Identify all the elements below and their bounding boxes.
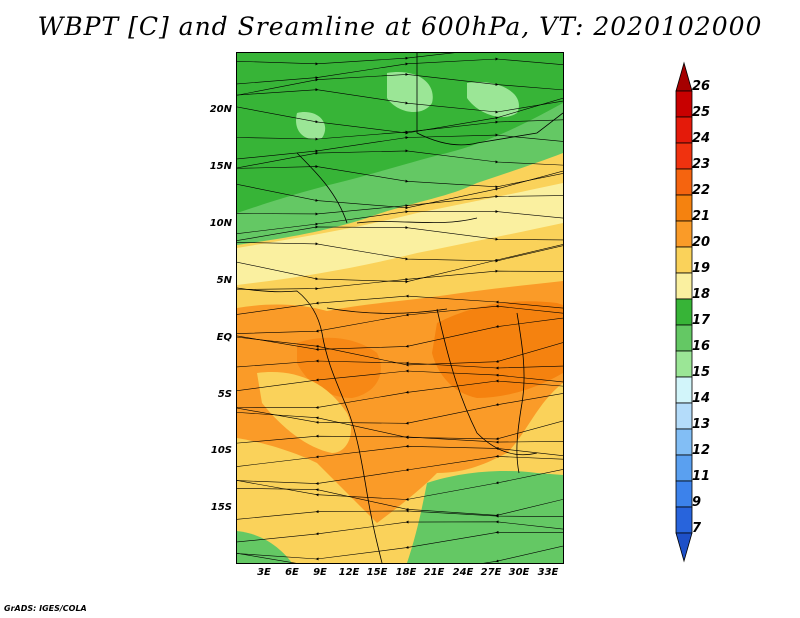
lon-tick-24e: 24E bbox=[452, 567, 474, 578]
colorbar-label-22: 22 bbox=[692, 183, 711, 198]
streamline bbox=[237, 72, 563, 96]
streamline bbox=[237, 379, 563, 409]
colorbar-swatch bbox=[675, 90, 693, 118]
colorbar-swatch bbox=[675, 298, 693, 326]
lon-tick-27e: 27E bbox=[480, 567, 502, 578]
colorbar-swatches bbox=[675, 61, 693, 563]
colorbar bbox=[675, 61, 693, 563]
lon-tick-6e: 6E bbox=[285, 567, 299, 578]
colorbar-swatch bbox=[675, 480, 693, 508]
colorbar-label-11: 11 bbox=[692, 469, 711, 484]
colorbar-swatch bbox=[675, 454, 693, 482]
lon-tick-33e: 33E bbox=[537, 567, 559, 578]
streamlines bbox=[237, 53, 563, 563]
lon-tick-21e: 21E bbox=[423, 567, 445, 578]
lat-tick-15s: 15S bbox=[210, 502, 232, 513]
colorbar-swatch bbox=[675, 506, 693, 534]
colorbar-label-14: 14 bbox=[692, 391, 711, 406]
grads-credit: GrADS: IGES/COLA bbox=[4, 604, 87, 613]
colorbar-swatch bbox=[675, 194, 693, 222]
lat-tick-10s: 10S bbox=[210, 445, 232, 456]
lat-tick-15n: 15N bbox=[209, 161, 232, 172]
map-panel bbox=[236, 52, 564, 564]
colorbar-label-17: 17 bbox=[692, 313, 711, 328]
colorbar-swatch bbox=[675, 402, 693, 430]
colorbar-bottom-arrow bbox=[675, 532, 693, 563]
colorbar-label-15: 15 bbox=[692, 365, 711, 380]
streamline bbox=[237, 444, 563, 467]
streamline bbox=[237, 454, 563, 486]
colorbar-swatch bbox=[675, 168, 693, 196]
lat-tick-eq: EQ bbox=[216, 332, 232, 343]
streamline bbox=[237, 369, 563, 391]
colorbar-label-24: 24 bbox=[692, 131, 711, 146]
streamline bbox=[237, 509, 563, 520]
colorbar-label-13: 13 bbox=[692, 417, 711, 432]
wbpt-band-17-south bbox=[407, 471, 563, 563]
colorbar-label-23: 23 bbox=[692, 157, 711, 172]
colorbar-label-7: 7 bbox=[692, 521, 702, 536]
colorbar-swatch bbox=[675, 376, 693, 404]
lat-tick-10n: 10N bbox=[209, 218, 232, 229]
streamline bbox=[237, 294, 563, 315]
streamline bbox=[237, 88, 563, 114]
lon-tick-30e: 30E bbox=[508, 567, 530, 578]
lat-tick-20n: 20N bbox=[209, 104, 232, 115]
streamline bbox=[237, 269, 563, 291]
streamline bbox=[237, 210, 563, 234]
colorbar-label-12: 12 bbox=[692, 443, 711, 458]
streamline bbox=[237, 487, 563, 517]
wbpt-band-17-southwest bbox=[237, 531, 292, 563]
colorbar-label-18: 18 bbox=[692, 287, 711, 302]
colorbar-label-25: 25 bbox=[692, 105, 711, 120]
lon-tick-3e: 3E bbox=[257, 567, 271, 578]
streamline bbox=[237, 57, 563, 85]
streamline bbox=[237, 304, 563, 334]
streamline bbox=[237, 359, 563, 370]
lon-tick-18e: 18E bbox=[395, 567, 417, 578]
lat-tick-5n: 5N bbox=[216, 275, 232, 286]
colorbar-swatch bbox=[675, 246, 693, 274]
streamline bbox=[237, 119, 563, 141]
streamline bbox=[237, 194, 563, 216]
colorbar-label-26: 26 bbox=[692, 79, 711, 94]
colorbar-swatch bbox=[675, 428, 693, 456]
colorbar-label-19: 19 bbox=[692, 261, 711, 276]
streamline bbox=[237, 530, 563, 561]
colorbar-top-arrow bbox=[675, 61, 693, 92]
colorbar-swatch bbox=[675, 272, 693, 300]
colorbar-label-21: 21 bbox=[692, 209, 711, 224]
colorbar-label-20: 20 bbox=[692, 235, 711, 250]
streamline bbox=[237, 225, 563, 241]
colorbar-label-16: 16 bbox=[692, 339, 711, 354]
colorbar-label-9: 9 bbox=[692, 495, 702, 510]
streamline bbox=[237, 133, 563, 160]
colorbar-swatch bbox=[675, 324, 693, 352]
wbpt-streamline-map bbox=[237, 53, 563, 563]
lon-tick-15e: 15E bbox=[366, 567, 388, 578]
chart-title: WBPT [C] and Sreamline at 600hPa, VT: 20… bbox=[37, 12, 763, 41]
streamline bbox=[237, 545, 563, 563]
colorbar-swatch bbox=[675, 116, 693, 144]
lon-tick-12e: 12E bbox=[338, 567, 360, 578]
colorbar-swatch bbox=[675, 350, 693, 378]
colorbar-swatch bbox=[675, 220, 693, 248]
streamline bbox=[237, 149, 563, 169]
streamline bbox=[237, 520, 563, 543]
colorbar-swatch bbox=[675, 142, 693, 170]
lon-tick-9e: 9E bbox=[313, 567, 327, 578]
streamline bbox=[237, 434, 563, 444]
lat-tick-5s: 5S bbox=[217, 389, 232, 400]
